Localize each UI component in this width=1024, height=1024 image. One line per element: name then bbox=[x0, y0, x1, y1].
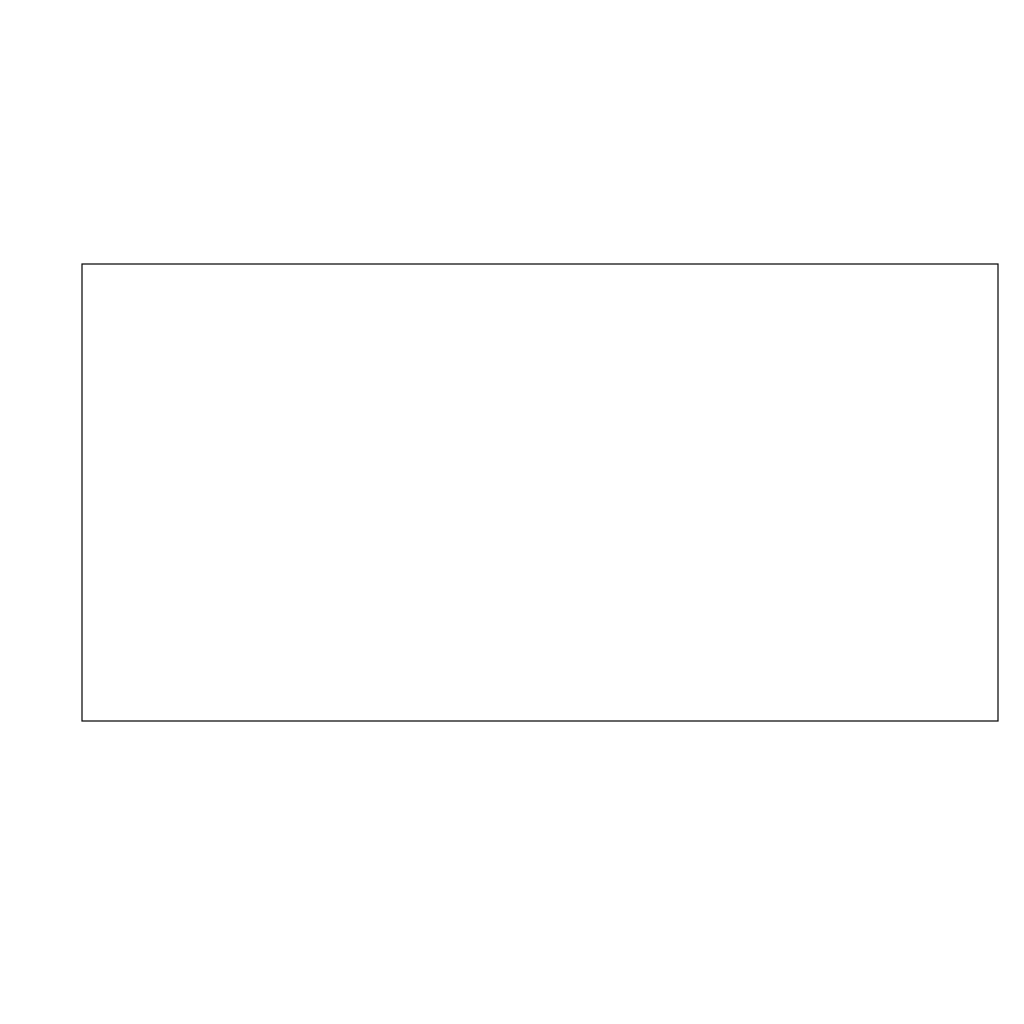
plot-frame bbox=[81, 263, 999, 722]
